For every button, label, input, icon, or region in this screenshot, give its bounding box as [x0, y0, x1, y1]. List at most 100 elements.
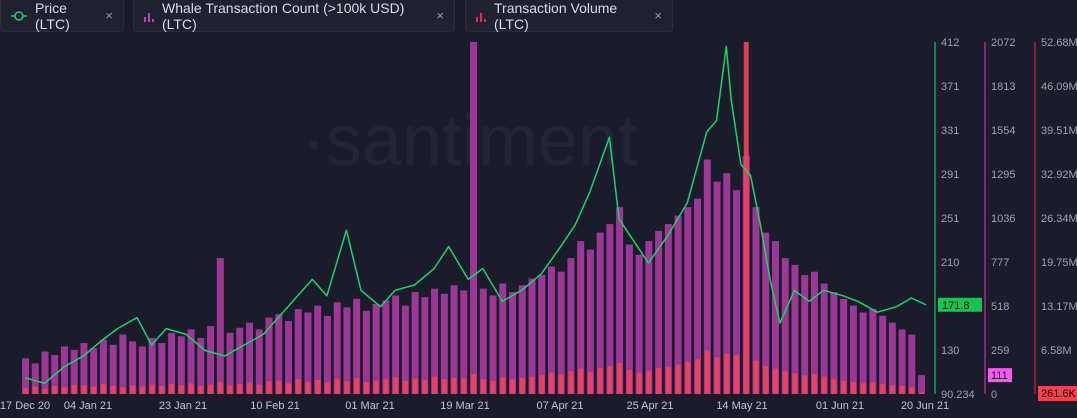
- volume-bar: [597, 367, 603, 394]
- whale-bar: [771, 241, 779, 394]
- whale-bar: [41, 351, 49, 394]
- price-tick-label: 331: [941, 125, 959, 137]
- volume-bar: [704, 350, 710, 394]
- whale-bar: [713, 181, 721, 394]
- whale-tick-label: 1295: [991, 169, 1015, 181]
- whale-bar: [246, 322, 254, 394]
- volume-bar: [256, 384, 262, 394]
- volume-bar: [61, 387, 67, 394]
- whale-bar: [401, 305, 409, 394]
- whale-bar: [616, 207, 624, 394]
- volume-bar: [558, 374, 564, 394]
- x-tick-label: 01 Jun 21: [816, 400, 864, 412]
- watermark: ·santiment: [302, 101, 638, 181]
- whale-bar: [625, 244, 633, 394]
- whale-bar: [440, 293, 448, 394]
- volume-bar: [32, 386, 38, 394]
- volume-bar: [451, 377, 457, 394]
- whale-bars: [22, 42, 926, 394]
- whale-bar: [343, 307, 351, 394]
- volume-bar: [568, 371, 574, 394]
- x-tick-label: 20 Jun 21: [901, 400, 949, 412]
- legend-whale-count[interactable]: Whale Transaction Count (>100k USD) (LTC…: [133, 0, 455, 32]
- volume-bar: [402, 380, 408, 394]
- price-tick-label: 90.234: [941, 389, 975, 401]
- volume-bar: [247, 382, 253, 394]
- volume-bar: [860, 383, 866, 394]
- volume-bar: [831, 379, 837, 394]
- whale-bar: [470, 42, 478, 394]
- whale-bar: [499, 283, 507, 394]
- volume-bar: [276, 380, 282, 394]
- volume-bar: [393, 377, 399, 394]
- volume-bar: [724, 353, 730, 394]
- volume-bar: [237, 383, 243, 394]
- whale-bar: [138, 346, 146, 394]
- volume-bar: [178, 385, 184, 394]
- volume-bar: [772, 368, 778, 394]
- volume-bar: [909, 387, 915, 394]
- volume-bar: [889, 385, 895, 394]
- whale-bar: [323, 315, 331, 394]
- whale-bar: [723, 173, 731, 394]
- volume-bar: [315, 379, 321, 394]
- price-tick-label: 210: [941, 257, 959, 269]
- whale-bar: [791, 264, 799, 394]
- whale-bar: [820, 283, 828, 394]
- volume-bar: [334, 378, 340, 394]
- volume-bar: [305, 381, 311, 394]
- bar-chart-icon: [476, 10, 486, 22]
- volume-bar: [159, 385, 165, 394]
- volume-bar: [139, 386, 145, 394]
- volume-bar: [373, 380, 379, 394]
- whale-bar: [431, 288, 439, 394]
- whale-bar: [60, 346, 68, 394]
- legend-price[interactable]: Price (LTC) ×: [0, 0, 124, 32]
- volume-bar: [110, 385, 116, 394]
- x-tick-label: 07 Apr 21: [536, 400, 583, 412]
- volume-bar: [821, 376, 827, 394]
- whale-bar: [460, 290, 468, 394]
- x-tick-label: 23 Jan 21: [159, 400, 207, 412]
- price-tick-label: 251: [941, 213, 959, 225]
- whale-bar: [733, 190, 741, 394]
- close-icon[interactable]: ×: [105, 8, 113, 23]
- whale-bar: [752, 207, 760, 394]
- volume-bar: [685, 361, 691, 394]
- close-icon[interactable]: ×: [436, 8, 444, 23]
- whale-bar: [304, 312, 312, 394]
- whale-bar: [879, 315, 887, 394]
- x-tick-label: 25 Apr 21: [626, 400, 673, 412]
- volume-tick-label: 32.92M: [1041, 169, 1077, 181]
- whale-bar: [918, 375, 926, 394]
- volume-bar: [120, 387, 126, 394]
- volume-bar: [81, 385, 87, 394]
- whale-bar: [888, 322, 896, 394]
- whale-bar: [207, 326, 215, 394]
- whale-bar: [567, 258, 575, 394]
- volume-bar: [636, 372, 642, 394]
- whale-tick-label: 518: [991, 301, 1009, 313]
- whale-bar: [216, 258, 224, 394]
- whale-tick-label: 777: [991, 257, 1009, 269]
- whale-bar: [509, 292, 516, 394]
- volume-bar: [792, 373, 798, 394]
- volume-bar: [354, 377, 360, 394]
- volume-tick-label: 19.75M: [1041, 257, 1077, 269]
- whale-bar: [635, 254, 643, 394]
- x-tick-label: 17 Dec 20: [0, 400, 50, 412]
- volume-bar: [383, 379, 389, 394]
- whale-bar: [99, 339, 107, 394]
- volume-tick-label: 46.09M: [1041, 81, 1077, 93]
- whale-bar: [284, 320, 292, 394]
- legend-label: Transaction Volume (LTC): [494, 0, 618, 32]
- whale-bar: [80, 343, 88, 394]
- volume-bar: [587, 371, 593, 394]
- legend-transaction-volume[interactable]: Transaction Volume (LTC) ×: [465, 0, 673, 32]
- whale-tick-label: 0: [991, 389, 997, 401]
- price-tick-label: 291: [941, 169, 959, 181]
- close-icon[interactable]: ×: [654, 8, 662, 23]
- legend-label: Price (LTC): [35, 0, 70, 32]
- volume-bar: [880, 383, 886, 394]
